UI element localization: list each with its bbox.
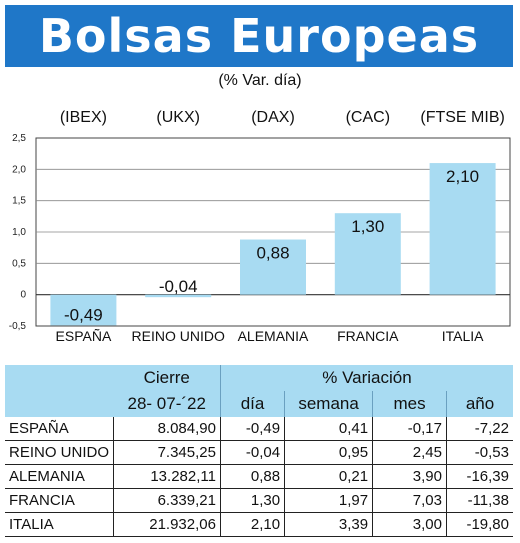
index-label: (FTSE MIB) — [420, 109, 504, 126]
row-dia: -0,49 — [219, 417, 285, 441]
row-mes: 3,00 — [372, 512, 447, 537]
row-dia: -0,04 — [219, 440, 285, 465]
index-label: (CAC) — [346, 109, 390, 126]
index-label: (DAX) — [251, 109, 295, 126]
y-tick-label: 0,5 — [12, 258, 26, 269]
row-mes: -0,17 — [372, 417, 447, 441]
row-mes: 7,03 — [372, 488, 447, 513]
header-variacion: % Variación — [219, 365, 513, 391]
y-tick-label: 1,5 — [12, 196, 26, 207]
index-label: (UKX) — [156, 109, 200, 126]
subheader-ano: año — [446, 391, 513, 417]
subheader-semana: semana — [284, 391, 373, 417]
x-category-label: ESPAÑA — [56, 328, 112, 344]
row-name: ESPAÑA — [5, 417, 115, 441]
row-cierre: 6.339,21 — [113, 488, 221, 513]
row-cierre: 21.932,06 — [113, 512, 221, 537]
header-cierre: Cierre — [113, 365, 221, 391]
bar — [429, 163, 496, 295]
subheader-dia: día — [219, 391, 285, 417]
row-name: ALEMANIA — [5, 464, 115, 489]
page-title: Bolsas Europeas — [38, 9, 480, 63]
row-semana: 0,95 — [284, 440, 373, 465]
bar-value-label: -0,04 — [159, 277, 198, 296]
row-ano: -16,39 — [446, 464, 513, 489]
row-ano: -0,53 — [446, 440, 513, 465]
row-cierre: 7.345,25 — [113, 440, 221, 465]
row-cierre: 8.084,90 — [113, 417, 221, 441]
subheader-blank — [5, 391, 114, 417]
table-row: ITALIA 21.932,06 2,10 3,39 3,00 -19,80 — [5, 512, 513, 537]
y-tick-label: -0,5 — [9, 321, 27, 332]
bar — [240, 239, 306, 295]
bar-value-label: 2,10 — [446, 167, 479, 186]
header-blank — [5, 365, 114, 391]
subheader-date: 28- 07-´22 — [113, 391, 221, 417]
chart-subtitle: (% Var. día) — [218, 72, 302, 89]
row-name: ITALIA — [5, 512, 115, 537]
row-cierre: 13.282,11 — [113, 464, 221, 489]
quotes-table-wrap: Cierre % Variación 28- 07-´22 día semana… — [5, 365, 513, 537]
table-row: ALEMANIA 13.282,11 0,88 0,21 3,90 -16,39 — [5, 464, 513, 489]
row-mes: 2,45 — [372, 440, 447, 465]
table-header-row: Cierre % Variación — [5, 365, 513, 391]
bar-value-label: 0,88 — [256, 244, 289, 263]
title-banner: Bolsas Europeas — [5, 5, 513, 67]
bar — [145, 294, 212, 298]
table-subheader-row: 28- 07-´22 día semana mes año — [5, 391, 513, 417]
row-dia: 2,10 — [219, 512, 285, 537]
row-semana: 3,39 — [284, 512, 373, 537]
x-category-label: ALEMANIA — [238, 328, 309, 344]
row-dia: 0,88 — [219, 464, 285, 489]
x-category-label: ITALIA — [442, 328, 484, 344]
table-row: REINO UNIDO 7.345,25 -0,04 0,95 2,45 -0,… — [5, 440, 513, 465]
row-ano: -7,22 — [446, 417, 513, 441]
row-name: FRANCIA — [5, 488, 115, 513]
table-row: ESPAÑA 8.084,90 -0,49 0,41 -0,17 -7,22 — [5, 417, 513, 441]
table-row: FRANCIA 6.339,21 1,30 1,97 7,03 -11,38 — [5, 488, 513, 513]
row-semana: 0,21 — [284, 464, 373, 489]
bar-chart: -0,5 0 0,5 1,0 1,5 2,0 2,5 -0,49 ESPAÑA (IBEX) -0,… — [9, 109, 511, 344]
row-semana: 1,97 — [284, 488, 373, 513]
quotes-table: Cierre % Variación 28- 07-´22 día semana… — [5, 365, 513, 537]
index-label: (IBEX) — [60, 109, 107, 126]
bar-value-label: -0,49 — [64, 305, 103, 324]
x-category-label: FRANCIA — [337, 328, 399, 344]
row-mes: 3,90 — [372, 464, 447, 489]
bar — [334, 213, 401, 295]
row-name: REINO UNIDO — [5, 440, 115, 465]
row-dia: 1,30 — [219, 488, 285, 513]
row-semana: 0,41 — [284, 417, 373, 441]
y-tick-label: 0 — [20, 290, 26, 301]
y-tick-label: 2,0 — [12, 164, 26, 175]
x-category-label: REINO UNIDO — [132, 328, 225, 344]
row-ano: -19,80 — [446, 512, 513, 537]
bar-value-label: 1,30 — [351, 217, 384, 236]
bar — [50, 294, 117, 326]
subheader-mes: mes — [372, 391, 447, 417]
y-tick-label: 1,0 — [12, 227, 26, 238]
y-tick-label: 2,5 — [12, 133, 26, 144]
row-ano: -11,38 — [446, 488, 513, 513]
